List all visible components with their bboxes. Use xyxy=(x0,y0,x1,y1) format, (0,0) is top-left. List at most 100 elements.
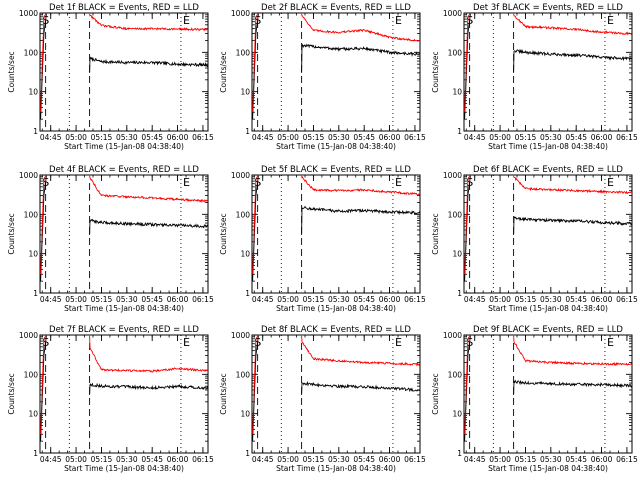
y-tick-label: 1000 xyxy=(19,171,38,180)
y-tick-label: 1000 xyxy=(231,171,250,180)
y-tick-label: 1000 xyxy=(443,9,462,18)
plot-frame xyxy=(39,334,209,454)
series-events-line xyxy=(40,174,208,282)
plot-frame xyxy=(39,174,209,294)
x-tick-label: 06:00 xyxy=(167,133,189,142)
series-lld-line xyxy=(40,334,209,435)
panel-det-7: Det 7f BLACK = Events, RED = LLD 1 10 100 10… xyxy=(7,325,214,473)
x-tick-label: 05:00 xyxy=(489,295,511,304)
x-axis-label: Start Time (15-Jan-08 04:38:40) xyxy=(64,304,184,313)
x-tick-label: 05:30 xyxy=(540,133,562,142)
x-tick-label: 05:45 xyxy=(565,295,587,304)
y-tick-label: 100 xyxy=(448,210,463,219)
x-tick-label: 04:45 xyxy=(464,455,486,464)
y-tick-label: 1 xyxy=(245,127,250,136)
x-tick-label: 05:15 xyxy=(303,455,325,464)
plot-frame xyxy=(463,334,633,454)
x-axis-label: Start Time (15-Jan-08 04:38:40) xyxy=(276,304,396,313)
x-tick-label: 04:45 xyxy=(252,295,274,304)
x-tick-label: 05:30 xyxy=(116,455,138,464)
panel-det-9: Det 9f BLACK = Events, RED = LLD 1 10 100 10… xyxy=(431,325,638,473)
x-tick-label: 04:45 xyxy=(464,133,486,142)
series-lld-line xyxy=(40,12,209,113)
y-axis-label: Counts/sec xyxy=(7,213,16,254)
x-axis-label: Start Time (15-Jan-08 04:38:40) xyxy=(276,142,396,151)
plot-frame xyxy=(251,174,421,294)
x-axis-label: Start Time (15-Jan-08 04:38:40) xyxy=(64,464,184,473)
y-axis-label: Counts/sec xyxy=(431,213,440,254)
series-lld-line xyxy=(40,174,209,275)
y-tick-label: 1000 xyxy=(19,9,38,18)
x-tick-label: 06:15 xyxy=(192,455,214,464)
y-tick-label: 10 xyxy=(28,410,38,419)
x-tick-label: 06:00 xyxy=(591,455,613,464)
end-marker-label: E xyxy=(395,176,402,189)
x-tick-label: 06:00 xyxy=(591,133,613,142)
chart-title: Det 4f BLACK = Events, RED = LLD xyxy=(49,165,199,175)
y-tick-label: 10 xyxy=(28,250,38,259)
x-tick-label: 06:15 xyxy=(192,295,214,304)
x-tick-label: 05:00 xyxy=(489,455,511,464)
y-tick-label: 10 xyxy=(28,88,38,97)
y-tick-label: 1 xyxy=(457,289,462,298)
x-tick-label: 05:15 xyxy=(91,295,113,304)
x-tick-label: 04:45 xyxy=(464,295,486,304)
y-axis-label: Counts/sec xyxy=(431,373,440,414)
series-lld-line xyxy=(464,174,633,275)
x-tick-label: 05:45 xyxy=(565,455,587,464)
panel-det-6: Det 6f BLACK = Events, RED = LLD 1 10 100 10… xyxy=(431,165,638,313)
panel-det-2: Det 2f BLACK = Events, RED = LLD 1 10 100 10… xyxy=(219,3,426,151)
x-tick-label: 05:30 xyxy=(116,295,138,304)
x-tick-label: 04:45 xyxy=(252,133,274,142)
y-tick-label: 100 xyxy=(236,210,251,219)
y-tick-label: 1000 xyxy=(231,9,250,18)
series-events-line xyxy=(464,12,633,120)
panel-det-1: Det 1f BLACK = Events, RED = LLD 1 10 100 10… xyxy=(7,3,214,151)
chart-title: Det 5f BLACK = Events, RED = LLD xyxy=(261,165,411,175)
x-tick-label: 04:45 xyxy=(40,295,62,304)
x-tick-label: 05:30 xyxy=(328,133,350,142)
x-tick-label: 05:30 xyxy=(540,455,562,464)
series-lld-line xyxy=(252,174,421,275)
x-tick-label: 06:00 xyxy=(379,295,401,304)
y-tick-label: 10 xyxy=(452,250,462,259)
x-axis-label: Start Time (15-Jan-08 04:38:40) xyxy=(276,464,396,473)
y-axis-label: Counts/sec xyxy=(7,51,16,92)
y-tick-label: 10 xyxy=(240,250,250,259)
end-marker-label: E xyxy=(395,336,402,349)
plot-frame xyxy=(463,12,633,132)
panel-det-5: Det 5f BLACK = Events, RED = LLD 1 10 100 10… xyxy=(219,165,426,313)
chart-title: Det 6f BLACK = Events, RED = LLD xyxy=(473,165,623,175)
series-lld-line xyxy=(252,12,421,113)
end-marker-label: E xyxy=(607,176,614,189)
x-tick-label: 05:45 xyxy=(565,133,587,142)
x-axis-label: Start Time (15-Jan-08 04:38:40) xyxy=(64,142,184,151)
y-tick-label: 10 xyxy=(240,410,250,419)
y-tick-label: 100 xyxy=(236,48,251,57)
x-tick-label: 06:15 xyxy=(404,295,426,304)
x-tick-label: 05:45 xyxy=(353,295,375,304)
y-tick-label: 1 xyxy=(457,449,462,458)
series-lld-line xyxy=(252,334,421,435)
y-tick-label: 100 xyxy=(448,370,463,379)
series-events-line xyxy=(40,334,209,442)
x-tick-label: 06:15 xyxy=(616,295,638,304)
panel-det-4: Det 4f BLACK = Events, RED = LLD 1 10 100 10… xyxy=(7,165,214,313)
x-tick-label: 06:00 xyxy=(167,455,189,464)
end-marker-label: E xyxy=(183,336,190,349)
y-axis-label: Counts/sec xyxy=(7,373,16,414)
x-tick-label: 04:45 xyxy=(40,133,62,142)
x-tick-label: 05:15 xyxy=(91,455,113,464)
x-tick-label: 05:30 xyxy=(540,295,562,304)
x-tick-label: 05:30 xyxy=(328,455,350,464)
x-tick-label: 05:30 xyxy=(328,295,350,304)
panel-det-3: Det 3f BLACK = Events, RED = LLD 1 10 100 10… xyxy=(431,3,638,151)
chart-title: Det 7f BLACK = Events, RED = LLD xyxy=(49,325,199,335)
y-tick-label: 10 xyxy=(240,88,250,97)
x-tick-label: 05:00 xyxy=(277,295,299,304)
y-tick-label: 100 xyxy=(236,370,251,379)
y-tick-label: 10 xyxy=(452,410,462,419)
end-marker-label: E xyxy=(607,14,614,27)
x-axis-label: Start Time (15-Jan-08 04:38:40) xyxy=(488,464,608,473)
